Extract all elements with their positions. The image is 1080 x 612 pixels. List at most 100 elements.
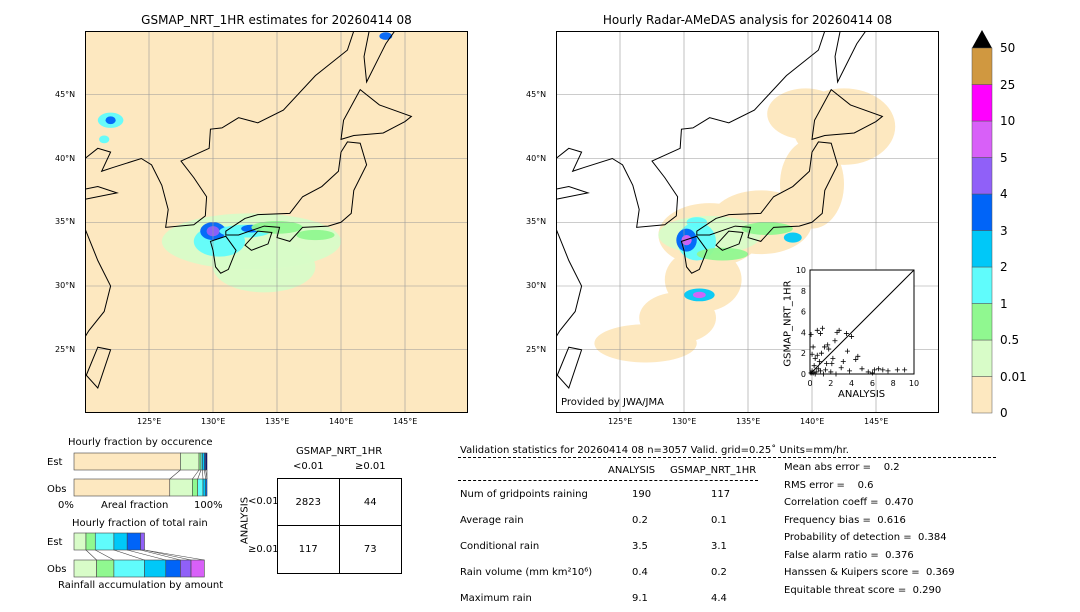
scatter-point bbox=[849, 334, 855, 340]
scatter-point bbox=[829, 361, 835, 367]
scatter-point bbox=[811, 363, 817, 369]
occurrence-obs-segment bbox=[192, 478, 198, 497]
colorbar-label: 1 bbox=[1000, 296, 1008, 311]
scatter-point bbox=[814, 327, 820, 333]
connector-line bbox=[197, 469, 202, 480]
lat-tick: 45°N bbox=[55, 89, 76, 99]
scatter-point bbox=[840, 359, 846, 365]
stats-header: Validation statistics for 20260414 08 n=… bbox=[460, 445, 849, 456]
y-tick-label: 10 bbox=[796, 266, 806, 275]
occurrence-obs-segment bbox=[197, 478, 204, 497]
scatter-point bbox=[894, 367, 900, 373]
y-tick-label: 6 bbox=[801, 308, 806, 317]
stat-gsmap: 3.1 bbox=[711, 541, 727, 552]
cell-hit-none: 2823 bbox=[278, 479, 340, 526]
score-item: RMS error = 0.6 bbox=[784, 479, 874, 491]
coastline-shandong bbox=[85, 186, 119, 200]
connector-line bbox=[85, 549, 97, 561]
colorbar-label: 50 bbox=[1000, 41, 1016, 55]
colorbar-label: 2 bbox=[1000, 260, 1008, 274]
score-item: Hanssen & Kuipers score = 0.369 bbox=[784, 567, 955, 578]
occurrence-obs-segment bbox=[169, 478, 193, 497]
rain-est-segment bbox=[113, 532, 128, 551]
rain-area bbox=[783, 232, 802, 243]
scatter-point bbox=[876, 366, 882, 372]
rain-obs-segment bbox=[190, 559, 205, 578]
scatter-point bbox=[808, 331, 814, 337]
scatter-point bbox=[880, 367, 886, 373]
stat-gsmap: 117 bbox=[711, 489, 731, 500]
stats-col-gsmap: GSMAP_NRT_1HR bbox=[670, 465, 757, 476]
coastline-kyushu bbox=[209, 235, 237, 274]
score-item: Correlation coeff = 0.470 bbox=[784, 497, 914, 508]
scatter-point bbox=[843, 330, 849, 336]
stat-analysis: 0.2 bbox=[632, 515, 648, 526]
gsmap-map bbox=[85, 31, 468, 413]
scatter-point bbox=[810, 344, 816, 350]
rain-area bbox=[696, 247, 748, 261]
contingency-row-0: <0.01 bbox=[248, 496, 279, 507]
colorbar-label: 3 bbox=[1000, 223, 1008, 238]
lon-tick: 135°E bbox=[265, 417, 290, 426]
lat-tick: 35°N bbox=[526, 217, 547, 227]
coastline-taiwan bbox=[556, 346, 583, 389]
lat-tick: 45°N bbox=[526, 89, 547, 99]
colorbar-label: 0 bbox=[1000, 406, 1008, 420]
rain-area bbox=[99, 135, 110, 144]
scatter-point bbox=[859, 366, 865, 372]
x-tick-label: 0 bbox=[807, 379, 812, 388]
rain-area bbox=[379, 32, 393, 40]
scatter-point bbox=[826, 346, 832, 352]
rain-obs-label: Obs bbox=[47, 564, 67, 575]
occurrence-obs-segment bbox=[205, 478, 208, 497]
contingency-table: 2823 44 117 73 bbox=[277, 478, 402, 574]
divider bbox=[458, 480, 758, 481]
coastline-hokkaido bbox=[811, 88, 884, 141]
lon-tick: 135°E bbox=[736, 417, 761, 426]
rain-area bbox=[741, 222, 793, 235]
scatter-point bbox=[812, 371, 818, 377]
stat-label: Maximum rain bbox=[460, 593, 532, 604]
radar-coverage bbox=[767, 88, 844, 140]
occurrence-est-segment bbox=[73, 452, 181, 471]
scatter-point bbox=[885, 368, 891, 374]
colorbar-segment bbox=[971, 230, 993, 268]
y-tick-label: 2 bbox=[801, 349, 806, 358]
scatter-point bbox=[871, 367, 877, 373]
scatter-plot: 00 2 2 4 4 6 6 8 8 10 10 bbox=[796, 266, 919, 388]
coastline-chinaS bbox=[85, 228, 112, 338]
colorbar-label: 4 bbox=[1000, 187, 1008, 201]
rain-area bbox=[296, 229, 335, 241]
contingency-row-1: ≥0.01 bbox=[248, 544, 279, 555]
rain-est-segment bbox=[126, 532, 141, 551]
lon-tick: 125°E bbox=[608, 417, 633, 426]
scatter-point bbox=[809, 351, 815, 357]
colorbar-extend-triangle bbox=[972, 30, 992, 48]
colorbar bbox=[971, 30, 993, 414]
scatter-point bbox=[869, 370, 875, 376]
connector-line bbox=[144, 549, 205, 561]
scatter-point bbox=[834, 329, 840, 335]
stat-gsmap: 4.4 bbox=[711, 593, 727, 604]
rain-area bbox=[213, 241, 316, 293]
map-frame bbox=[85, 31, 468, 413]
scatter-xlabel: ANALYSIS bbox=[838, 389, 886, 400]
coastline-chinaS bbox=[556, 228, 583, 338]
rain-obs-segment bbox=[180, 559, 192, 578]
y-tick-label: 4 bbox=[801, 328, 806, 337]
colorbar-label: 10 bbox=[1000, 114, 1016, 128]
rain-obs-segment bbox=[96, 559, 115, 578]
occ-tick-100: 100% bbox=[194, 500, 223, 511]
scatter-point bbox=[847, 368, 853, 374]
rain-est-segment bbox=[94, 532, 115, 551]
y-tick-label: 0 bbox=[801, 370, 806, 379]
coastline-shandong bbox=[556, 186, 590, 200]
rain-obs-segment bbox=[73, 559, 97, 578]
scatter-point bbox=[815, 366, 821, 372]
occurrence-obs-segment bbox=[73, 478, 171, 497]
coastline-hokkaido bbox=[340, 88, 413, 141]
coastline-honshu bbox=[225, 141, 368, 242]
colorbar-segment bbox=[971, 47, 993, 85]
stat-analysis: 9.1 bbox=[632, 593, 648, 604]
colorbar-segment bbox=[971, 84, 993, 122]
